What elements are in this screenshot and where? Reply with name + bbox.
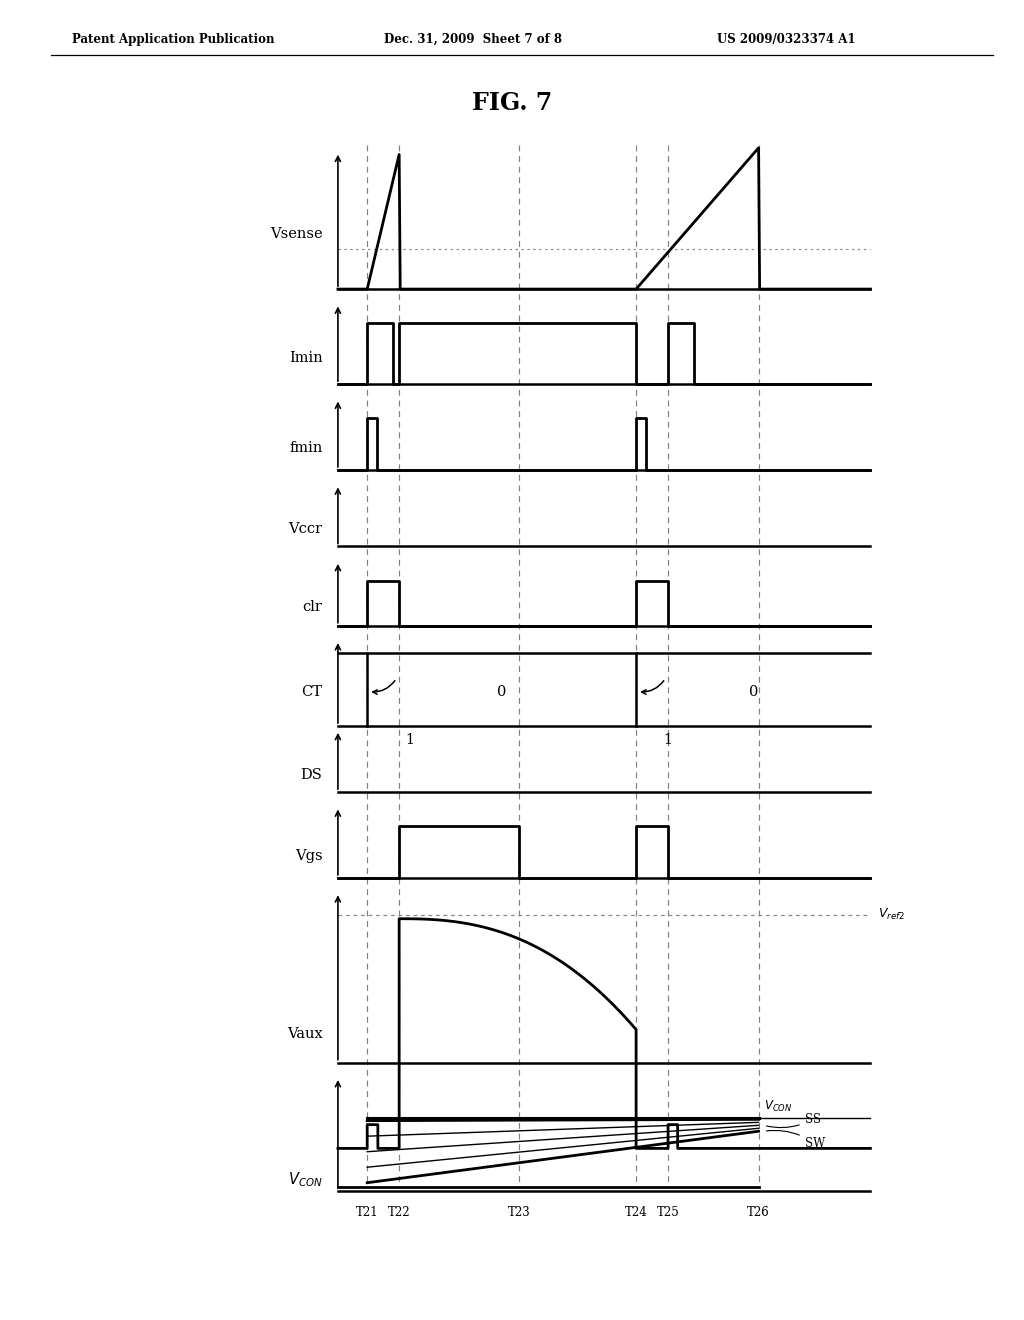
Text: SS: SS xyxy=(766,1113,820,1127)
Text: $V_{CON}$: $V_{CON}$ xyxy=(764,1100,792,1114)
Text: $V_{CON}$: $V_{CON}$ xyxy=(288,1171,323,1189)
Text: 1: 1 xyxy=(406,733,415,747)
Text: 0: 0 xyxy=(497,685,506,698)
Text: Dec. 31, 2009  Sheet 7 of 8: Dec. 31, 2009 Sheet 7 of 8 xyxy=(384,33,562,46)
Text: 0: 0 xyxy=(749,685,758,698)
Text: Vgs: Vgs xyxy=(295,849,323,863)
Text: $V_{ref2}$: $V_{ref2}$ xyxy=(878,907,905,923)
Text: T22: T22 xyxy=(388,1206,411,1220)
Text: Vccr: Vccr xyxy=(289,523,323,536)
Text: 1: 1 xyxy=(664,733,673,747)
Text: SW: SW xyxy=(766,1130,825,1150)
Text: US 2009/0323374 A1: US 2009/0323374 A1 xyxy=(717,33,855,46)
Text: Vsense: Vsense xyxy=(270,227,323,242)
Text: T21: T21 xyxy=(356,1206,379,1220)
Text: Patent Application Publication: Patent Application Publication xyxy=(72,33,274,46)
Text: T24: T24 xyxy=(625,1206,647,1220)
Text: fmin: fmin xyxy=(289,441,323,455)
Text: T26: T26 xyxy=(748,1206,770,1220)
Text: Vaux: Vaux xyxy=(287,1027,323,1040)
Text: T23: T23 xyxy=(508,1206,530,1220)
Text: FIG. 7: FIG. 7 xyxy=(472,91,552,115)
Text: clr: clr xyxy=(303,601,323,614)
Text: T25: T25 xyxy=(656,1206,680,1220)
Text: Imin: Imin xyxy=(289,351,323,364)
Text: DS: DS xyxy=(301,768,323,781)
Text: CT: CT xyxy=(301,685,323,698)
